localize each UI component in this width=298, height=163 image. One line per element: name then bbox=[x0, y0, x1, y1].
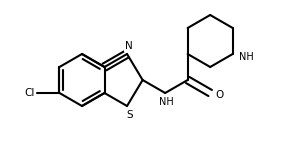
Text: O: O bbox=[215, 90, 223, 100]
Text: NH: NH bbox=[159, 97, 173, 107]
Text: S: S bbox=[127, 110, 133, 120]
Text: NH: NH bbox=[239, 52, 254, 62]
Text: Cl: Cl bbox=[24, 88, 35, 98]
Text: N: N bbox=[125, 41, 133, 51]
